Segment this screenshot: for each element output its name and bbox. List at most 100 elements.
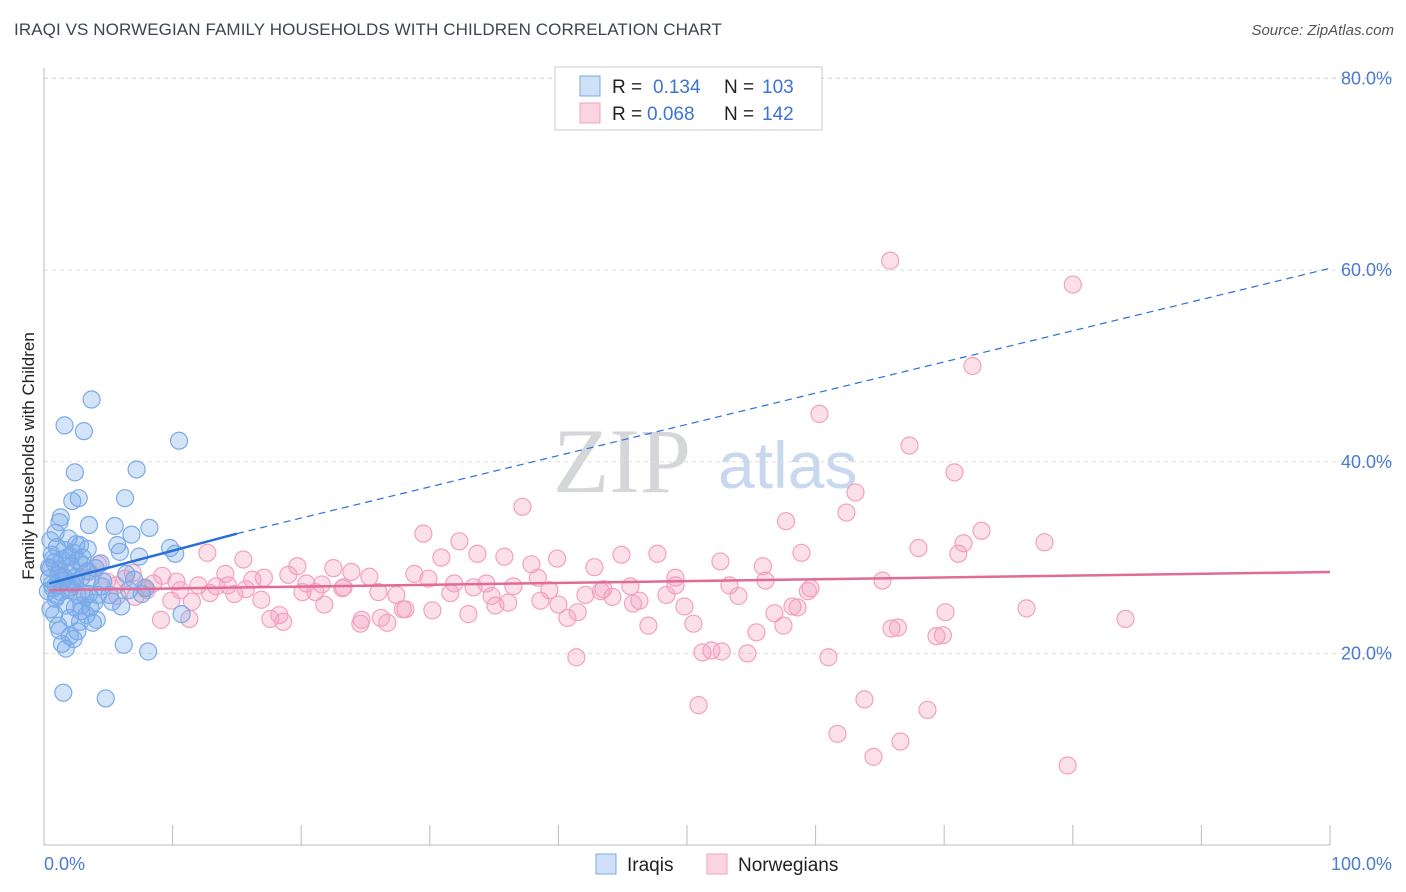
bottom-legend: Iraqis Norwegians [595,853,838,876]
legend-swatch-iraqis [579,75,601,97]
y-tick-label: 20.0% [1341,643,1392,663]
norwegians-point [352,610,371,629]
norwegians-point [162,591,181,610]
norwegians-point [459,605,478,624]
norwegians-point [218,576,237,595]
x-tick-label-min: 0.0% [44,854,85,874]
norwegians-point [972,521,991,540]
iraqis-point [172,605,191,624]
norwegians-point [648,544,667,563]
norwegians-point [612,545,631,564]
norwegians-point [810,404,829,423]
norwegians-point [548,549,567,568]
norwegians-point [540,581,559,600]
norwegians-point [450,532,469,551]
y-tick-label: 60.0% [1341,260,1392,280]
norwegians-point [482,586,501,606]
iraqis-point [50,621,69,640]
norwegians-point [312,575,331,594]
norwegians-point [371,608,391,628]
norwegians-point [585,558,604,577]
iraqis-point [169,431,189,450]
y-tick-labels: 20.0% 40.0% 60.0% 80.0% [1341,69,1392,664]
y-tick-label: 80.0% [1341,69,1392,89]
norwegians-point [464,578,483,597]
legend-n-label-2: N = [724,104,754,125]
legend-swatch-norwegians [579,102,601,124]
iraqis-point [114,635,133,654]
norwegians-point [963,356,982,376]
norwegians-point [360,567,379,586]
source-note: Source: ZipAtlas.com [1251,22,1394,39]
norwegians-point [639,616,658,635]
norwegians-point [788,598,807,617]
legend-n-label-1: N = [724,77,754,98]
iraqis-point [43,549,63,568]
bottom-legend-swatch-iraqis [595,853,617,875]
norwegians-point [167,572,186,591]
iraqis-point [40,558,59,577]
norwegians-point [936,603,955,622]
norwegians-point [549,595,568,614]
iraqis-point [122,525,141,544]
x-tick-label-max: 100.0% [1331,854,1392,874]
iraqis-point [103,592,122,611]
norwegians-point [792,543,811,562]
legend-r-value-2: 0.068 [647,104,695,125]
iraqis-point [87,610,106,629]
iraqis-point [127,460,146,479]
norwegians-point [315,595,334,614]
iraqis-point [74,422,93,441]
iraqis-point [79,515,99,535]
iraqis-point [72,596,91,615]
norwegians-point [881,251,900,270]
norwegians-point [753,557,772,576]
norwegians-point [123,563,142,583]
trend-lines [48,267,1331,592]
iraqis-trend-extension [236,267,1331,535]
norwegians-point [1035,533,1054,552]
norwegians-point [819,648,838,667]
norwegians-points [54,251,1135,775]
chart-title: IRAQI VS NORWEGIAN FAMILY HOUSEHOLDS WIT… [14,20,722,39]
norwegians-point [236,580,256,599]
norwegians-point [900,436,919,455]
iraqis-point [110,542,129,561]
iraqis-point [54,683,73,702]
norwegians-point [504,577,523,596]
legend-box: R = 0.134 N = 103 R = 0.068 N = 142 [554,66,823,131]
iraqis-point [51,508,70,527]
norwegians-point [288,557,307,576]
norwegians-point [798,582,817,601]
legend-r-value-1: 0.134 [653,77,701,98]
norwegians-point [423,601,442,620]
iraqis-point [60,627,79,646]
norwegians-point [945,463,964,482]
norwegians-point [684,614,703,633]
norwegians-point [1058,756,1077,775]
norwegians-point [567,648,586,667]
norwegians-point [765,604,784,623]
iraqis-point [124,570,144,589]
iraqis-point [70,612,90,631]
iraqis-point [82,390,101,409]
norwegians-point [846,483,865,502]
norwegians-point [1116,609,1135,629]
norwegians-point [693,643,712,662]
legend-r-label-1: R = [612,77,642,98]
norwegians-point [774,616,793,635]
norwegians-point [738,644,757,663]
norwegians-point [1017,599,1036,618]
watermark-zip: ZIP [553,410,691,512]
iraqis-point [96,689,115,708]
iraqis-point [65,463,84,482]
norwegians-point [151,610,171,629]
iraqis-point [112,597,131,616]
norwegians-point [419,569,438,588]
norwegians-point [393,600,412,619]
norwegians-point [918,700,937,720]
iraqis-point [115,489,135,508]
iraqis-point [105,516,124,536]
norwegians-point [729,586,748,606]
iraqis-point [46,523,65,542]
